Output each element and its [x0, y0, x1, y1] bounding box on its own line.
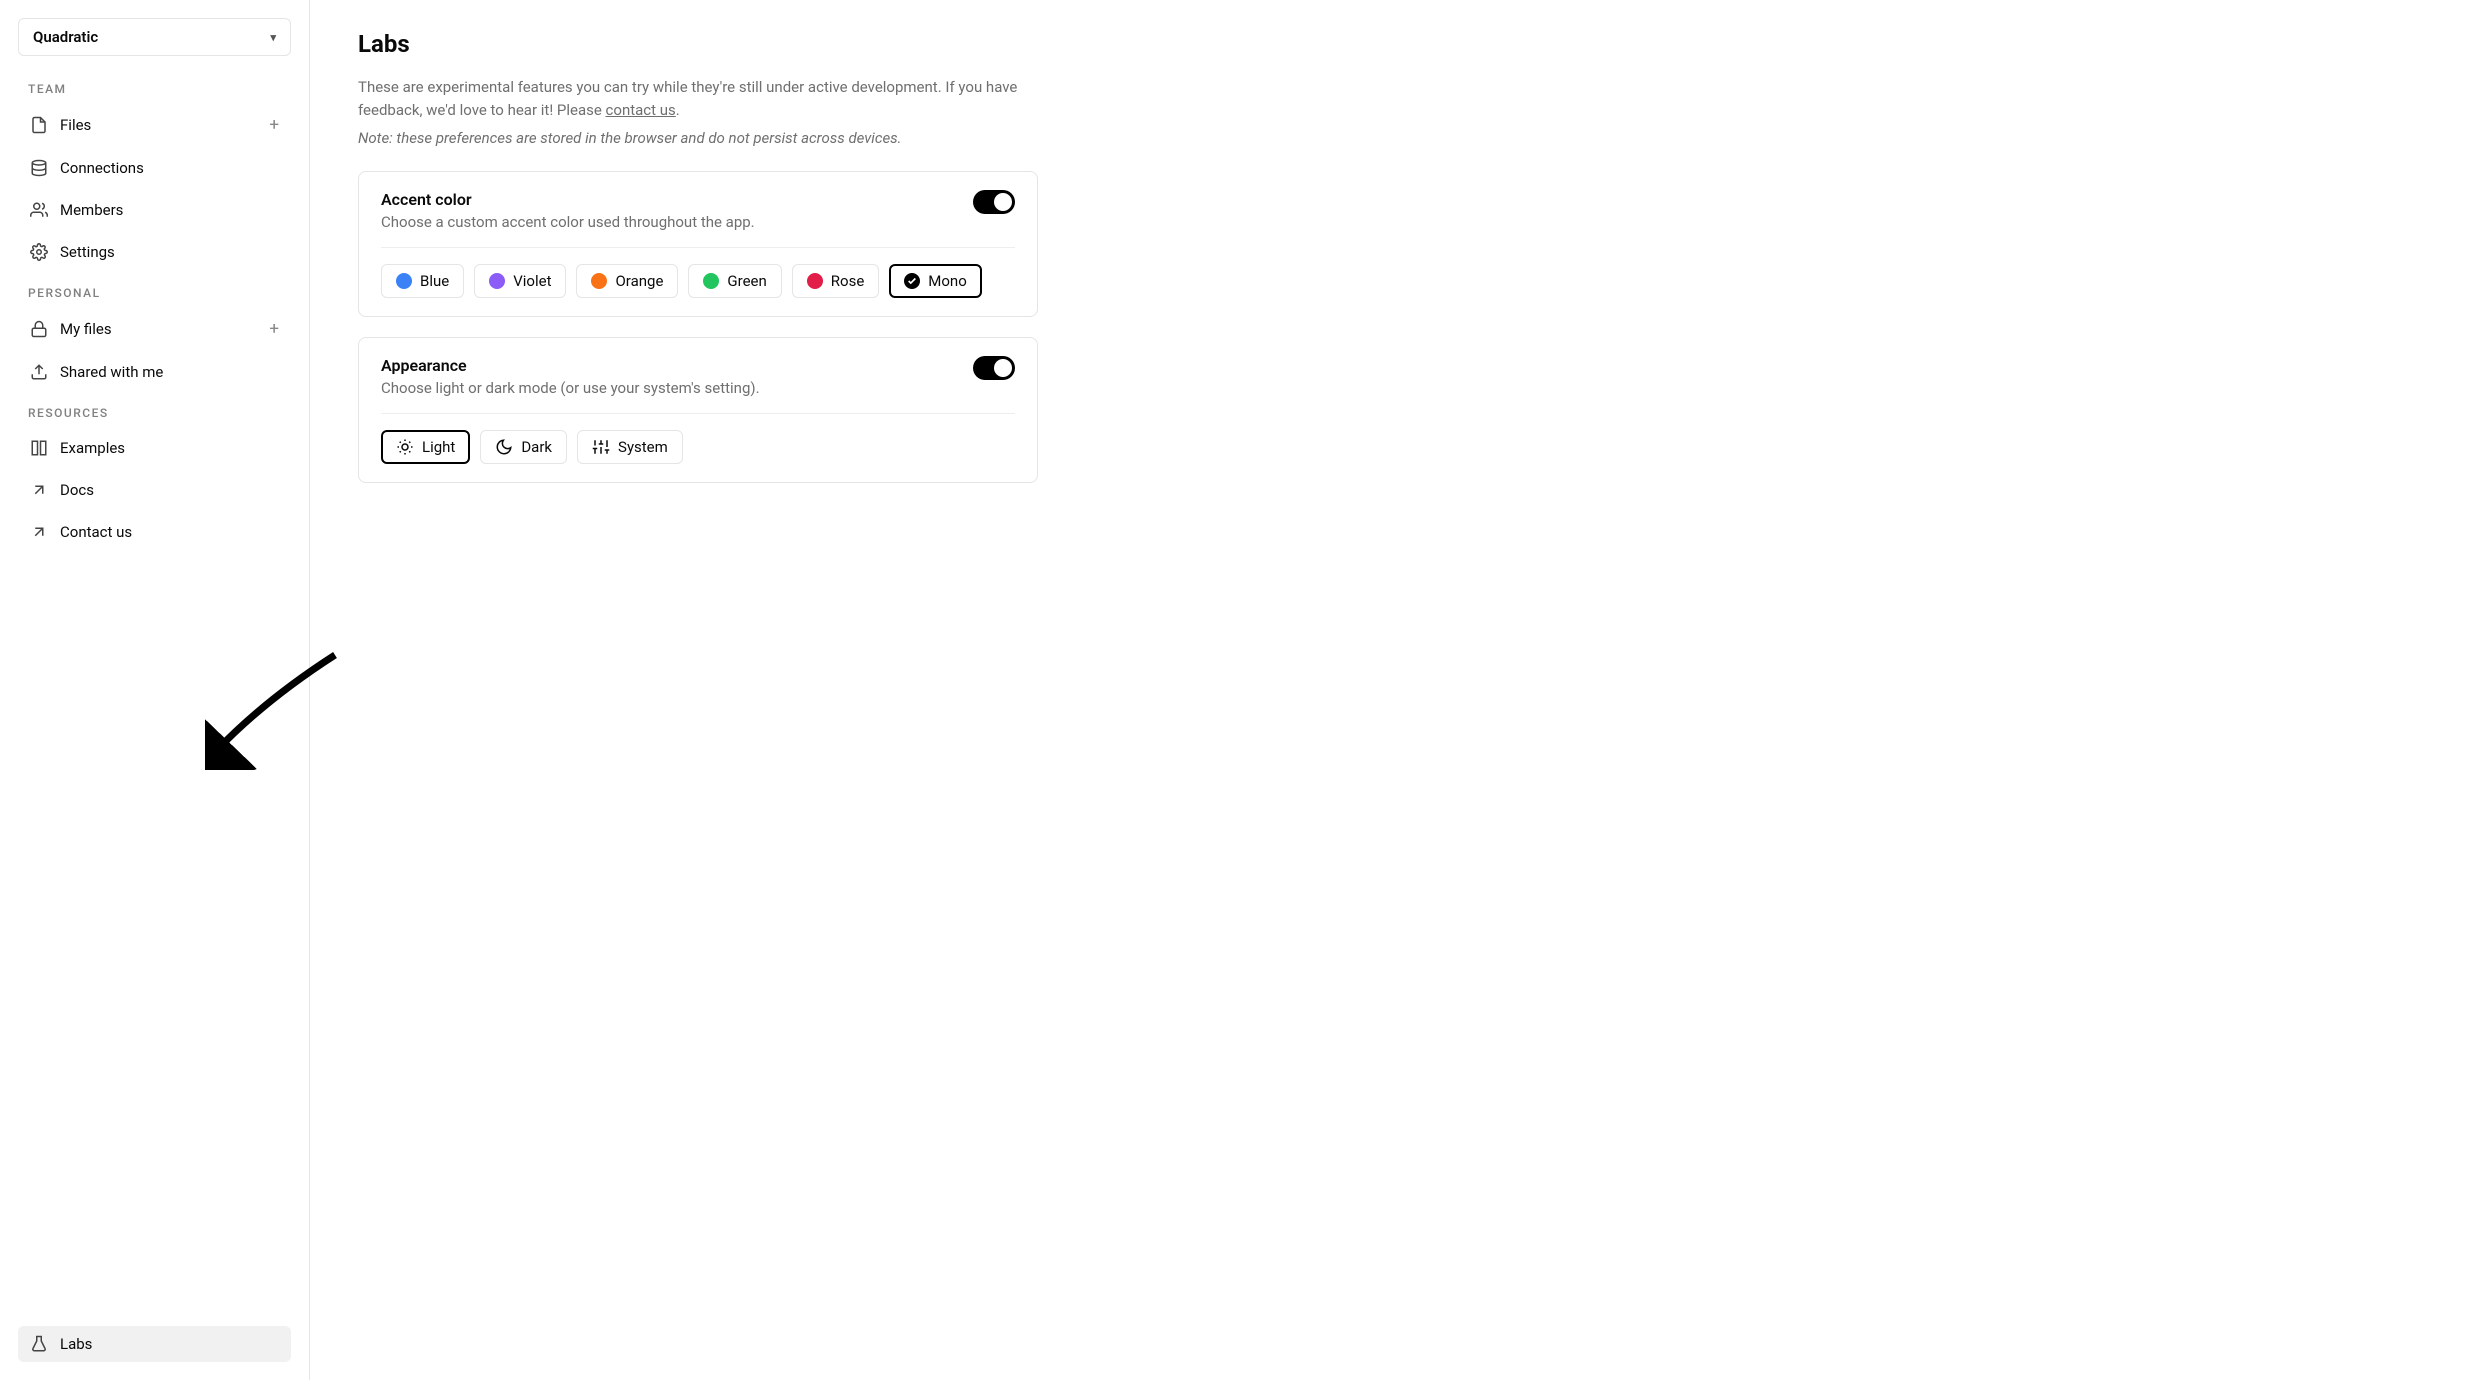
- sidebar-spacer: [18, 556, 291, 1320]
- intro-before: These are experimental features you can …: [358, 78, 1017, 119]
- accent-subtitle: Choose a custom accent color used throug…: [381, 213, 755, 231]
- chip-label: Orange: [615, 272, 663, 290]
- sidebar-item-label: Docs: [60, 481, 279, 499]
- section-label-personal: PERSONAL: [18, 276, 291, 304]
- appearance-subtitle: Choose light or dark mode (or use your s…: [381, 379, 760, 397]
- lock-icon: [30, 320, 48, 338]
- note-text: Note: these preferences are stored in th…: [358, 129, 2426, 147]
- chip-label: Violet: [513, 272, 551, 290]
- appearance-option-dark[interactable]: Dark: [480, 430, 567, 464]
- accent-title: Accent color: [381, 190, 755, 209]
- sidebar-item-label: Labs: [60, 1335, 279, 1353]
- intro-text: These are experimental features you can …: [358, 76, 1038, 121]
- gear-icon: [30, 243, 48, 261]
- section-label-team: TEAM: [18, 72, 291, 100]
- chip-label: System: [618, 438, 668, 456]
- sidebar-item-connections[interactable]: Connections: [18, 150, 291, 186]
- contact-us-link[interactable]: contact us: [606, 101, 676, 119]
- sidebar-item-label: My files: [60, 320, 257, 338]
- plus-icon[interactable]: +: [269, 115, 279, 135]
- sun-icon: [396, 438, 414, 456]
- divider: [381, 413, 1015, 414]
- page-title: Labs: [358, 30, 2426, 58]
- sidebar-item-files[interactable]: Files +: [18, 106, 291, 144]
- people-icon: [30, 201, 48, 219]
- sidebar: Quadratic ▾ TEAM Files + Connections Mem…: [0, 0, 310, 1380]
- color-swatch: [807, 273, 823, 289]
- color-swatch: [591, 273, 607, 289]
- sidebar-item-label: Members: [60, 201, 279, 219]
- chip-label: Dark: [521, 438, 552, 456]
- chip-label: Green: [727, 272, 766, 290]
- sidebar-item-label: Settings: [60, 243, 279, 261]
- share-icon: [30, 363, 48, 381]
- sidebar-item-shared[interactable]: Shared with me: [18, 354, 291, 390]
- appearance-option-light[interactable]: Light: [381, 430, 470, 464]
- workspace-name: Quadratic: [33, 28, 98, 46]
- sidebar-item-label: Examples: [60, 439, 279, 457]
- moon-icon: [495, 438, 513, 456]
- sidebar-item-members[interactable]: Members: [18, 192, 291, 228]
- flask-icon: [30, 1335, 48, 1353]
- arrow-ne-icon: [30, 523, 48, 541]
- sidebar-item-my-files[interactable]: My files +: [18, 310, 291, 348]
- section-label-resources: RESOURCES: [18, 396, 291, 424]
- color-swatch: [489, 273, 505, 289]
- accent-toggle[interactable]: [973, 190, 1015, 214]
- accent-option-rose[interactable]: Rose: [792, 264, 880, 298]
- intro-after: .: [676, 101, 680, 119]
- chip-label: Mono: [928, 272, 967, 290]
- divider: [381, 247, 1015, 248]
- plus-icon[interactable]: +: [269, 319, 279, 339]
- database-icon: [30, 159, 48, 177]
- arrow-ne-icon: [30, 481, 48, 499]
- accent-option-orange[interactable]: Orange: [576, 264, 678, 298]
- sidebar-item-docs[interactable]: Docs: [18, 472, 291, 508]
- sidebar-item-label: Connections: [60, 159, 279, 177]
- appearance-toggle[interactable]: [973, 356, 1015, 380]
- accent-option-mono[interactable]: Mono: [889, 264, 982, 298]
- color-swatch: [904, 273, 920, 289]
- chip-label: Blue: [420, 272, 449, 290]
- sidebar-item-label: Contact us: [60, 523, 279, 541]
- color-swatch: [703, 273, 719, 289]
- accent-color-card: Accent color Choose a custom accent colo…: [358, 171, 1038, 317]
- appearance-card: Appearance Choose light or dark mode (or…: [358, 337, 1038, 483]
- sliders-icon: [592, 438, 610, 456]
- sidebar-item-label: Shared with me: [60, 363, 279, 381]
- appearance-option-system[interactable]: System: [577, 430, 683, 464]
- sidebar-item-examples[interactable]: Examples: [18, 430, 291, 466]
- layout-icon: [30, 439, 48, 457]
- chip-label: Rose: [831, 272, 865, 290]
- color-swatch: [396, 273, 412, 289]
- accent-option-blue[interactable]: Blue: [381, 264, 464, 298]
- sidebar-item-contact[interactable]: Contact us: [18, 514, 291, 550]
- main-content: Labs These are experimental features you…: [310, 0, 2474, 1380]
- sidebar-item-label: Files: [60, 116, 257, 134]
- sidebar-item-labs[interactable]: Labs: [18, 1326, 291, 1362]
- file-icon: [30, 116, 48, 134]
- appearance-options-row: Light Dark System: [381, 430, 1015, 464]
- accent-options-row: Blue Violet Orange Green Rose Mono: [381, 264, 1015, 298]
- sidebar-item-settings[interactable]: Settings: [18, 234, 291, 270]
- chip-label: Light: [422, 438, 455, 456]
- accent-option-violet[interactable]: Violet: [474, 264, 566, 298]
- appearance-title: Appearance: [381, 356, 760, 375]
- chevron-down-icon: ▾: [270, 31, 276, 44]
- workspace-selector[interactable]: Quadratic ▾: [18, 18, 291, 56]
- accent-option-green[interactable]: Green: [688, 264, 781, 298]
